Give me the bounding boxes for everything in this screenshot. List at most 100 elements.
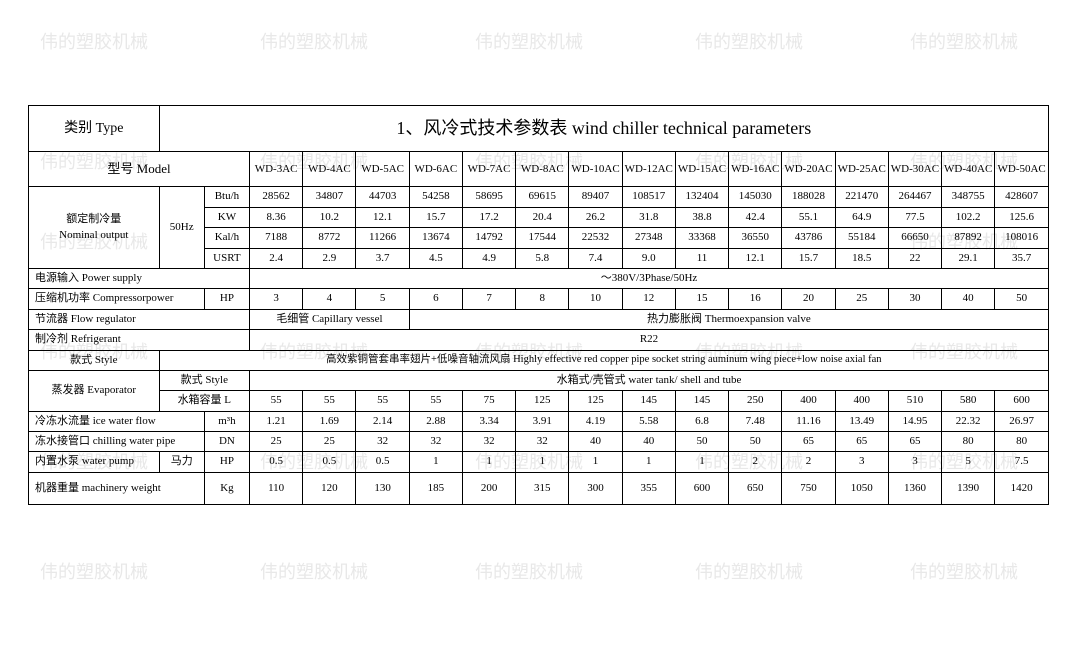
data-cell: 10 xyxy=(569,289,622,309)
style-value: 高效紫铜管套串率翅片+低噪音轴流风扇 Highly effective red … xyxy=(159,350,1048,370)
data-cell: 1 xyxy=(569,452,622,472)
unit-cell: USRT xyxy=(204,248,249,268)
data-cell: 11.16 xyxy=(782,411,835,431)
data-cell: 3.7 xyxy=(356,248,409,268)
chill-pipe-label: 冻水接管口 chilling water pipe xyxy=(29,432,205,452)
data-cell: 25 xyxy=(250,432,303,452)
data-cell: 2.4 xyxy=(250,248,303,268)
data-cell: 9.0 xyxy=(622,248,675,268)
data-cell: 55 xyxy=(409,391,462,411)
data-cell: 8.36 xyxy=(250,207,303,227)
data-cell: 188028 xyxy=(782,187,835,207)
watermark: 伟的塑胶机械 xyxy=(475,28,583,54)
data-cell: 75 xyxy=(462,391,515,411)
data-cell: 17.2 xyxy=(462,207,515,227)
data-cell: 2.14 xyxy=(356,411,409,431)
data-cell: 22.32 xyxy=(942,411,995,431)
data-cell: 54258 xyxy=(409,187,462,207)
data-cell: 145 xyxy=(675,391,728,411)
data-cell: 145030 xyxy=(729,187,782,207)
data-cell: 1390 xyxy=(942,472,995,504)
data-cell: 36550 xyxy=(729,228,782,248)
data-cell: 6.8 xyxy=(675,411,728,431)
data-cell: 2.9 xyxy=(303,248,356,268)
data-cell: 87892 xyxy=(942,228,995,248)
data-cell: 0.5 xyxy=(303,452,356,472)
data-cell: 315 xyxy=(516,472,569,504)
data-cell: 125 xyxy=(516,391,569,411)
data-cell: 2 xyxy=(782,452,835,472)
data-cell: 27348 xyxy=(622,228,675,248)
data-cell: 510 xyxy=(888,391,941,411)
data-cell: 3.91 xyxy=(516,411,569,431)
data-cell: 80 xyxy=(995,432,1049,452)
data-cell: 355 xyxy=(622,472,675,504)
data-cell: 55 xyxy=(303,391,356,411)
data-cell: 22532 xyxy=(569,228,622,248)
pump-label: 内置水泵 water pump xyxy=(29,452,160,472)
data-cell: 50 xyxy=(995,289,1049,309)
data-cell: 5 xyxy=(356,289,409,309)
nominal-output-label: 额定制冷量 Nominal output xyxy=(29,187,160,269)
refrigerant-label: 制冷剂 Refrigerant xyxy=(29,330,250,350)
power-supply-value: ～380V/3Phase/50Hz xyxy=(250,268,1049,288)
refrigerant-value: R22 xyxy=(250,330,1049,350)
data-cell: 1420 xyxy=(995,472,1049,504)
data-cell: 18.5 xyxy=(835,248,888,268)
model-header: WD-7AC xyxy=(462,152,515,187)
data-cell: 26.2 xyxy=(569,207,622,227)
data-cell: 55184 xyxy=(835,228,888,248)
data-cell: 50 xyxy=(675,432,728,452)
data-cell: 25 xyxy=(835,289,888,309)
data-cell: 580 xyxy=(942,391,995,411)
flow-regulator-label: 节流器 Flow regulator xyxy=(29,309,250,329)
data-cell: 650 xyxy=(729,472,782,504)
pump-sub: 马力 xyxy=(159,452,204,472)
data-cell: 7.4 xyxy=(569,248,622,268)
data-cell: 13674 xyxy=(409,228,462,248)
data-cell: 2 xyxy=(729,452,782,472)
type-label: 类别 Type xyxy=(29,106,160,152)
data-cell: 80 xyxy=(942,432,995,452)
data-cell: 4.5 xyxy=(409,248,462,268)
data-cell: 58695 xyxy=(462,187,515,207)
evaporator-label: 蒸发器 Evaporator xyxy=(29,370,160,411)
data-cell: 120 xyxy=(303,472,356,504)
data-cell: 32 xyxy=(356,432,409,452)
flow-regulator-therm: 热力膨胀阀 Thermoexpansion valve xyxy=(409,309,1048,329)
watermark: 伟的塑胶机械 xyxy=(695,558,803,584)
model-header: WD-6AC xyxy=(409,152,462,187)
evap-style-label: 款式 Style xyxy=(159,370,249,390)
data-cell: 5 xyxy=(942,452,995,472)
data-cell: 40 xyxy=(569,432,622,452)
data-cell: 40 xyxy=(622,432,675,452)
data-cell: 1 xyxy=(622,452,675,472)
data-cell: 1.69 xyxy=(303,411,356,431)
data-cell: 13.49 xyxy=(835,411,888,431)
model-header: WD-50AC xyxy=(995,152,1049,187)
data-cell: 42.4 xyxy=(729,207,782,227)
model-header: WD-5AC xyxy=(356,152,409,187)
unit-cell: Btu/h xyxy=(204,187,249,207)
data-cell: 145 xyxy=(622,391,675,411)
data-cell: 5.8 xyxy=(516,248,569,268)
data-cell: 348755 xyxy=(942,187,995,207)
data-cell: 14792 xyxy=(462,228,515,248)
data-cell: 25 xyxy=(303,432,356,452)
weight-label: 机器重量 machinery weight xyxy=(29,472,205,504)
unit-cell: KW xyxy=(204,207,249,227)
data-cell: 31.8 xyxy=(622,207,675,227)
watermark: 伟的塑胶机械 xyxy=(260,28,368,54)
data-cell: 110 xyxy=(250,472,303,504)
watermark: 伟的塑胶机械 xyxy=(260,558,368,584)
data-cell: 185 xyxy=(409,472,462,504)
data-cell: 7188 xyxy=(250,228,303,248)
data-cell: 32 xyxy=(409,432,462,452)
model-header: WD-10AC xyxy=(569,152,622,187)
data-cell: 3 xyxy=(835,452,888,472)
data-cell: 32 xyxy=(462,432,515,452)
compressor-label: 压缩机功率 Compressorpower xyxy=(29,289,205,309)
data-cell: 1 xyxy=(462,452,515,472)
data-cell: 125 xyxy=(569,391,622,411)
ice-flow-label: 冷冻水流量 ice water flow xyxy=(29,411,205,431)
